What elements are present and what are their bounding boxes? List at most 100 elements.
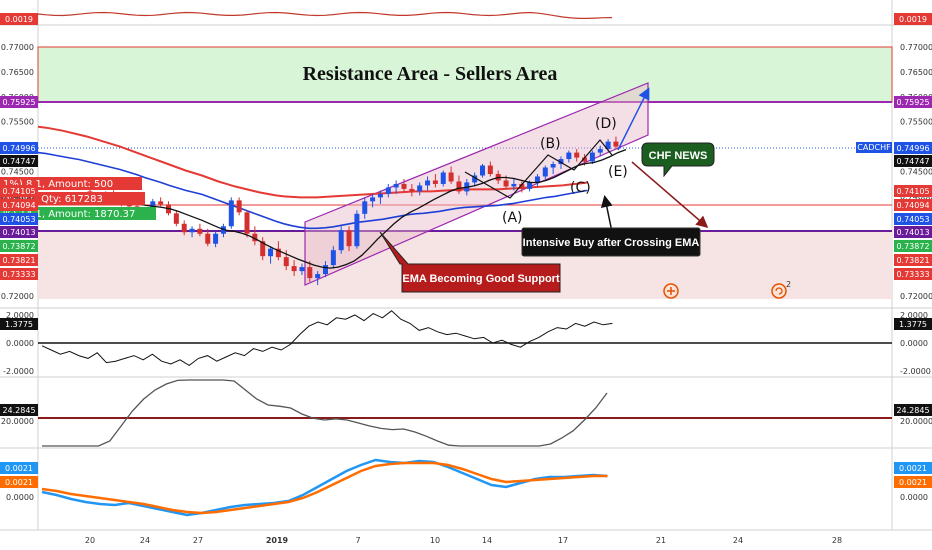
date-tick-label: 21	[656, 536, 666, 545]
left-tick-label: 0.74500	[1, 168, 34, 177]
oscillator-3-pane: 0.0000 0.0000 0.0021 0.0021 0.0021 0.0021	[0, 458, 932, 517]
osc3-current-label: 0.0021	[899, 464, 927, 473]
candle	[252, 226, 258, 246]
candle	[205, 228, 211, 247]
candle-body	[503, 180, 509, 187]
candle-body	[362, 201, 368, 214]
candle	[417, 182, 423, 196]
candle-body	[401, 183, 407, 189]
price-tag-label: 0.74013	[2, 228, 35, 237]
price-tag: 0.73872	[894, 240, 932, 252]
candle-body	[346, 230, 352, 247]
price-tag-bg	[894, 185, 932, 197]
osc1-tick-right: -2.0000	[900, 367, 931, 376]
candle-body	[527, 182, 533, 189]
candle-body	[275, 248, 281, 258]
price-tag-bg	[894, 226, 932, 238]
date-tick-label: 28	[832, 536, 842, 545]
right-tick-label: 0.76500	[900, 68, 932, 77]
right-tick-label: 0.77000	[900, 43, 932, 52]
candle	[338, 226, 344, 254]
price-tag: 0.74094	[0, 199, 38, 211]
price-tag-label: 0.74996	[2, 144, 35, 153]
candle-body	[173, 213, 179, 224]
osc3-series-line	[41, 461, 608, 515]
candle-body	[558, 159, 564, 165]
candle-body	[605, 141, 611, 150]
osc3-current-bg	[0, 476, 38, 488]
candle-body	[597, 149, 603, 153]
date-tick-label: 10	[430, 536, 440, 545]
candle	[315, 271, 321, 286]
candle	[377, 190, 383, 204]
osc3-current-label: 0.0021	[5, 478, 33, 487]
candle-body	[205, 233, 211, 244]
candle	[370, 193, 376, 208]
candle-body	[480, 165, 485, 176]
osc2-current-bg	[0, 404, 38, 416]
price-tag-label: 0.74053	[896, 215, 929, 224]
candle-body	[519, 183, 525, 189]
price-tag-label: 0.73821	[2, 256, 35, 265]
candle	[213, 231, 219, 248]
symbol-tag: CADCHF	[856, 142, 892, 153]
candle	[385, 183, 391, 198]
ema-blue-path	[37, 151, 588, 230]
candle	[173, 210, 179, 227]
price-tag: 0.74053	[0, 213, 38, 225]
candle	[268, 246, 274, 264]
event-marker-icon[interactable]: 2	[771, 280, 791, 299]
plus-circle-icon[interactable]	[663, 283, 679, 299]
candle	[260, 237, 266, 261]
callout-chf-news: CHF NEWS	[641, 142, 715, 178]
candle	[534, 173, 540, 187]
osc3-current-label: 0.0021	[5, 464, 33, 473]
candle	[432, 173, 438, 188]
price-tag-label: 0.74747	[2, 157, 35, 166]
price-tag: 0.74747	[894, 155, 932, 167]
price-tag-label: 0.74053	[2, 215, 35, 224]
price-tag: 0.74996	[0, 142, 38, 154]
right-tick-label: 0.72000	[900, 292, 932, 301]
svg-text:00081, Qty: 617283: 00081, Qty: 617283	[3, 194, 103, 205]
price-tag-bg	[0, 13, 38, 25]
price-tag-label: 0.74105	[896, 187, 929, 196]
osc1-line	[41, 310, 613, 367]
candle-body	[158, 201, 164, 205]
price-tag-label: 0.0019	[5, 15, 33, 24]
candle	[244, 210, 250, 238]
candle	[519, 181, 525, 193]
date-axis[interactable]: 20 24 27 2019 7 10 14 17 21 24 28	[85, 536, 842, 545]
candle-body	[338, 230, 344, 251]
price-tag: 0.74996	[894, 142, 932, 154]
candle	[550, 161, 556, 174]
price-tag-label: 0.74105	[2, 187, 35, 196]
left-tick-label: 0.76500	[1, 68, 34, 77]
candle-body	[213, 233, 219, 244]
svg-text:1%) 8.1, Amount: 500: 1%) 8.1, Amount: 500	[3, 179, 113, 190]
candle-body	[574, 152, 580, 158]
price-tag-bg	[894, 13, 932, 25]
candle	[346, 226, 352, 252]
candle	[440, 170, 446, 187]
ema-black-path	[89, 148, 627, 269]
candle	[566, 150, 572, 163]
candle-body	[589, 152, 595, 162]
candle	[480, 164, 485, 178]
osc2-current-label: 24.2845	[2, 406, 35, 415]
candle-body	[268, 248, 274, 257]
candle	[236, 197, 242, 216]
price-tag: 0.73821	[894, 254, 932, 266]
candle	[425, 176, 431, 191]
price-tag-label: 0.0019	[899, 15, 927, 24]
osc1-current-bg	[0, 318, 38, 330]
candle	[574, 149, 580, 162]
price-tag-label: 0.73872	[896, 242, 929, 251]
price-tag: 0.74747	[0, 155, 38, 167]
svg-text:EMA Becoming Good Support: EMA Becoming Good Support	[402, 273, 560, 285]
osc2-current-label: 24.2845	[896, 406, 929, 415]
candle-body	[417, 185, 423, 192]
projection-up-arrow	[617, 87, 650, 151]
candle-body	[244, 212, 250, 234]
price-tags: 0.75925 0.75925 0.74996 0.74996 0.74747 0.747…	[0, 13, 932, 280]
